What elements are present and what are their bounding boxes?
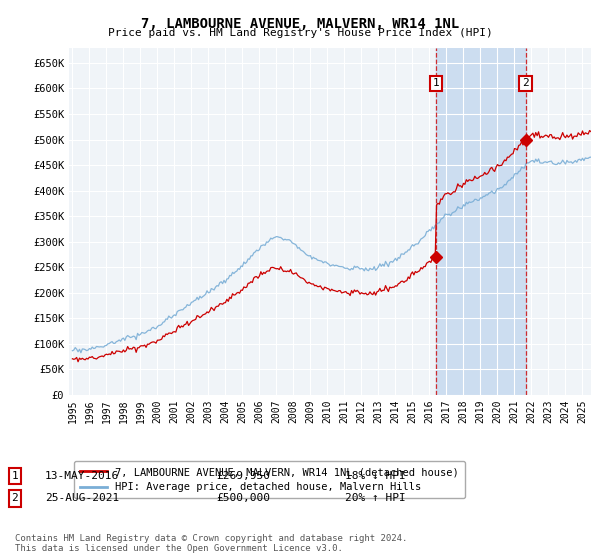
Text: 2: 2 <box>522 78 529 88</box>
Text: £269,950: £269,950 <box>216 471 270 481</box>
Legend: 7, LAMBOURNE AVENUE, MALVERN, WR14 1NL (detached house), HPI: Average price, det: 7, LAMBOURNE AVENUE, MALVERN, WR14 1NL (… <box>74 461 465 498</box>
Text: 2: 2 <box>11 493 19 503</box>
Text: 13-MAY-2016: 13-MAY-2016 <box>45 471 119 481</box>
Text: 1: 1 <box>433 78 439 88</box>
Text: 18% ↓ HPI: 18% ↓ HPI <box>345 471 406 481</box>
Text: 20% ↑ HPI: 20% ↑ HPI <box>345 493 406 503</box>
Text: 7, LAMBOURNE AVENUE, MALVERN, WR14 1NL: 7, LAMBOURNE AVENUE, MALVERN, WR14 1NL <box>141 17 459 31</box>
Text: Price paid vs. HM Land Registry's House Price Index (HPI): Price paid vs. HM Land Registry's House … <box>107 28 493 38</box>
Text: £500,000: £500,000 <box>216 493 270 503</box>
Text: 1: 1 <box>11 471 19 481</box>
Text: 25-AUG-2021: 25-AUG-2021 <box>45 493 119 503</box>
Bar <box>436 48 526 395</box>
Text: Contains HM Land Registry data © Crown copyright and database right 2024.
This d: Contains HM Land Registry data © Crown c… <box>15 534 407 553</box>
